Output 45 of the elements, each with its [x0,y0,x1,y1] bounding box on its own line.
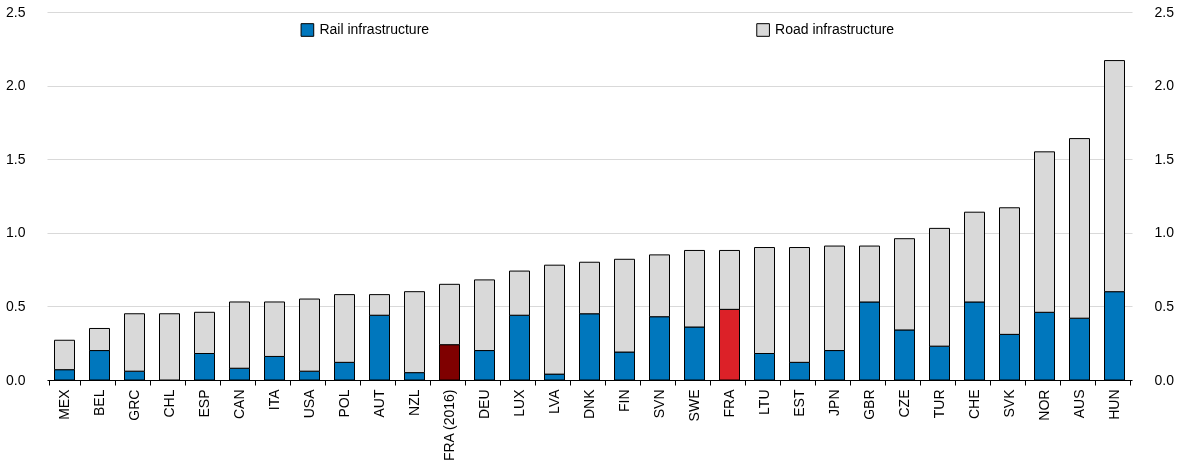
x-tick-label: DNK [581,388,597,420]
y2-tick-label: 0.5 [1154,297,1175,314]
y-tick-label: 2.5 [6,3,26,20]
x-tick-label: MEX [56,388,72,420]
x-tick-label: LTU [756,389,772,415]
y-tick-label: 0.0 [6,371,26,388]
x-tick-label: GRC [126,389,142,421]
y-tick-label: 0.5 [6,297,26,314]
legend-label: Rail infrastructure [319,21,430,37]
x-tick-label: JPN [826,389,842,416]
x-tick-label: NZL [406,389,422,416]
x-tick-label: FIN [616,389,632,413]
x-tick-label: CHE [966,389,982,420]
x-tick-label: CZE [896,389,912,418]
legend-label: Road infrastructure [775,21,895,37]
y2-tick-label: 0.0 [1154,371,1175,388]
y2-tick-label: 2.0 [1154,77,1175,94]
x-tick-label: CAN [231,389,247,420]
x-tick-label: ITA [266,388,282,411]
x-tick-label: SWE [686,389,702,422]
x-tick-label: DEU [476,389,492,420]
y-tick-label: 1.0 [6,224,26,241]
x-tick-label: GBR [861,389,877,420]
x-tick-label: FRA [721,388,737,418]
x-tick-label: USA [301,388,317,419]
x-tick-label: HUN [1106,389,1122,420]
x-tick-label: CHL [161,389,177,418]
x-tick-label: LVA [546,388,562,414]
x-tick-label: BEL [91,389,107,416]
y-tick-label: 2.0 [6,77,26,94]
x-tick-label: FRA (2016) [441,389,457,462]
x-tick-label: ESP [196,389,212,418]
x-tick-label: SVK [1001,388,1017,418]
x-tick-label: LUX [511,388,527,417]
x-tick-label: POL [336,389,352,418]
x-tick-label: EST [791,389,807,417]
x-tick-label: SVN [651,389,667,419]
y2-tick-label: 1.0 [1154,224,1175,241]
x-tick-label: NOR [1036,389,1052,421]
y2-tick-label: 2.5 [1154,3,1175,20]
x-tick-label: AUS [1071,389,1087,419]
y2-tick-label: 1.5 [1154,150,1175,167]
x-tick-label: TUR [931,389,947,419]
x-tick-label: AUT [371,389,387,418]
y-tick-label: 1.5 [6,150,26,167]
